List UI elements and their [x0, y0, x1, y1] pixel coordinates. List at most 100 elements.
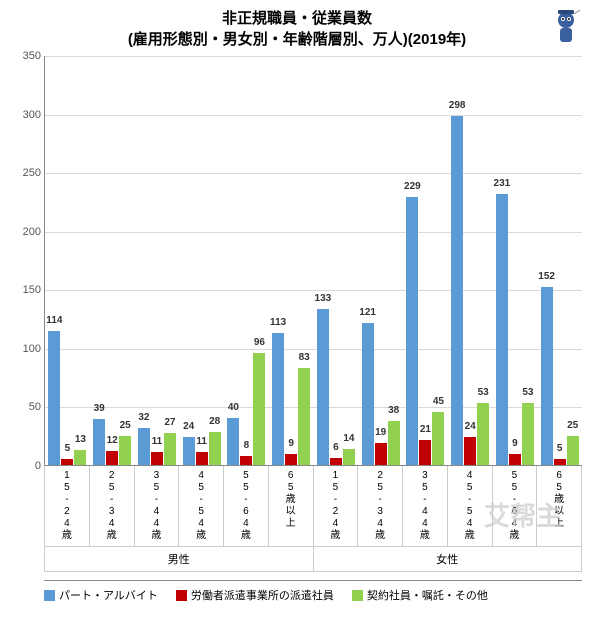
bar: 83: [298, 368, 310, 465]
plot-area: 0501001502002503003501145133912253211272…: [44, 56, 582, 466]
bar: 25: [119, 436, 131, 465]
bar: 8: [240, 456, 252, 465]
bar-group: 231953: [493, 56, 538, 465]
x-category-label: 55-64歳: [224, 466, 269, 547]
bar: 152: [541, 287, 553, 465]
x-category-label: 55-64歳: [493, 466, 538, 547]
bar: 21: [419, 440, 431, 465]
legend: パート・アルバイト 労働者派遣事業所の派遣社員 契約社員・嘱託・その他: [44, 580, 582, 603]
bar-value-label: 40: [228, 402, 239, 413]
y-tick-label: 350: [13, 50, 41, 62]
bar-value-label: 12: [107, 435, 118, 446]
x-category-label: 35-44歳: [135, 466, 180, 547]
bar-value-label: 11: [152, 436, 163, 447]
chart-title: 非正規職員・従業員数 (雇用形態別・男女別・年齢階層別、万人)(2019年): [8, 8, 586, 50]
x-axis-gender-groups: 男性女性: [44, 547, 582, 572]
bar-value-label: 28: [209, 416, 220, 427]
bar: 5: [61, 459, 73, 465]
bar: 6: [330, 458, 342, 465]
x-category-label: 65歳以上: [269, 466, 314, 547]
x-category-label: 35-44歳: [403, 466, 448, 547]
bar-value-label: 32: [138, 412, 149, 423]
legend-label: 労働者派遣事業所の派遣社員: [191, 587, 334, 603]
x-axis-categories: 15-24歳25-34歳35-44歳45-54歳55-64歳65歳以上15-24…: [44, 466, 582, 547]
bar-value-label: 13: [75, 434, 86, 445]
y-tick-label: 250: [13, 167, 41, 179]
bar: 11: [151, 452, 163, 465]
bar-value-label: 6: [333, 442, 339, 453]
bar-value-label: 152: [538, 271, 555, 282]
legend-swatch: [352, 590, 363, 601]
bar-value-label: 25: [120, 420, 131, 431]
bar: 32: [138, 428, 150, 465]
bar: 113: [272, 333, 284, 465]
legend-item: パート・アルバイト: [44, 587, 158, 603]
bar: 24: [464, 437, 476, 465]
bar-value-label: 14: [343, 433, 354, 444]
bar-group: 321127: [135, 56, 180, 465]
bar-value-label: 113: [270, 317, 286, 328]
x-category-label: 25-34歳: [358, 466, 403, 547]
bar-value-label: 96: [254, 337, 265, 348]
bar: 38: [388, 421, 400, 466]
y-tick-label: 150: [13, 284, 41, 296]
x-category-label: 15-24歳: [45, 466, 90, 547]
x-category-label: 15-24歳: [314, 466, 359, 547]
bar: 9: [509, 454, 521, 465]
bar: 53: [477, 403, 489, 465]
legend-label: パート・アルバイト: [59, 587, 158, 603]
bar-value-label: 11: [196, 436, 207, 447]
y-tick-label: 300: [13, 109, 41, 121]
bar: 53: [522, 403, 534, 465]
bar: 12: [106, 451, 118, 465]
bar: 96: [253, 353, 265, 465]
bar-group: 1211938: [358, 56, 403, 465]
y-tick-label: 100: [13, 343, 41, 355]
bar-value-label: 19: [375, 427, 386, 438]
bar-value-label: 9: [288, 438, 294, 449]
bar: 24: [183, 437, 195, 465]
bar-value-label: 27: [164, 417, 175, 428]
bar: 13: [74, 450, 86, 465]
bar-value-label: 45: [433, 396, 444, 407]
x-category-label: 45-54歳: [448, 466, 493, 547]
bar-value-label: 8: [244, 440, 250, 451]
bar-group: 391225: [90, 56, 135, 465]
bar-value-label: 39: [94, 403, 105, 414]
bar: 40: [227, 418, 239, 465]
bar: 231: [496, 194, 508, 465]
bar-value-label: 21: [420, 424, 431, 435]
bar: 39: [93, 419, 105, 465]
bar-group: 114513: [45, 56, 90, 465]
bar: 9: [285, 454, 297, 465]
bar-group: 22921 45: [403, 56, 448, 465]
bar-group: 40896: [224, 56, 269, 465]
bar: 19: [375, 443, 387, 465]
legend-label: 契約社員・嘱託・その他: [367, 587, 488, 603]
bar-group: 241128: [179, 56, 224, 465]
legend-item: 労働者派遣事業所の派遣社員: [176, 587, 334, 603]
bar-group: 133614: [314, 56, 359, 465]
bar-value-label: 53: [522, 387, 533, 398]
bar: 11: [196, 452, 208, 465]
bars-container: 1145133912253211272411284089611398313361…: [45, 56, 582, 465]
bar-value-label: 25: [567, 420, 578, 431]
bar-value-label: 24: [183, 421, 194, 432]
legend-swatch: [176, 590, 187, 601]
bar-value-label: 114: [46, 315, 62, 326]
bar-value-label: 9: [512, 438, 518, 449]
x-category-label: 45-54歳: [179, 466, 224, 547]
bar: 5: [554, 459, 566, 465]
bar-value-label: 5: [65, 443, 71, 454]
bar-value-label: 38: [388, 405, 399, 416]
x-category-label: 25-34歳: [90, 466, 135, 547]
bar-group: 152525: [537, 56, 582, 465]
y-tick-label: 50: [13, 401, 41, 413]
title-line-1: 非正規職員・従業員数: [8, 8, 586, 29]
bar: 229: [406, 197, 418, 465]
bar-value-label: 5: [557, 443, 563, 454]
bar-value-label: 231: [494, 178, 511, 189]
bar: 114: [48, 331, 60, 465]
bar-group: 2982453: [448, 56, 493, 465]
y-tick-label: 0: [13, 460, 41, 472]
